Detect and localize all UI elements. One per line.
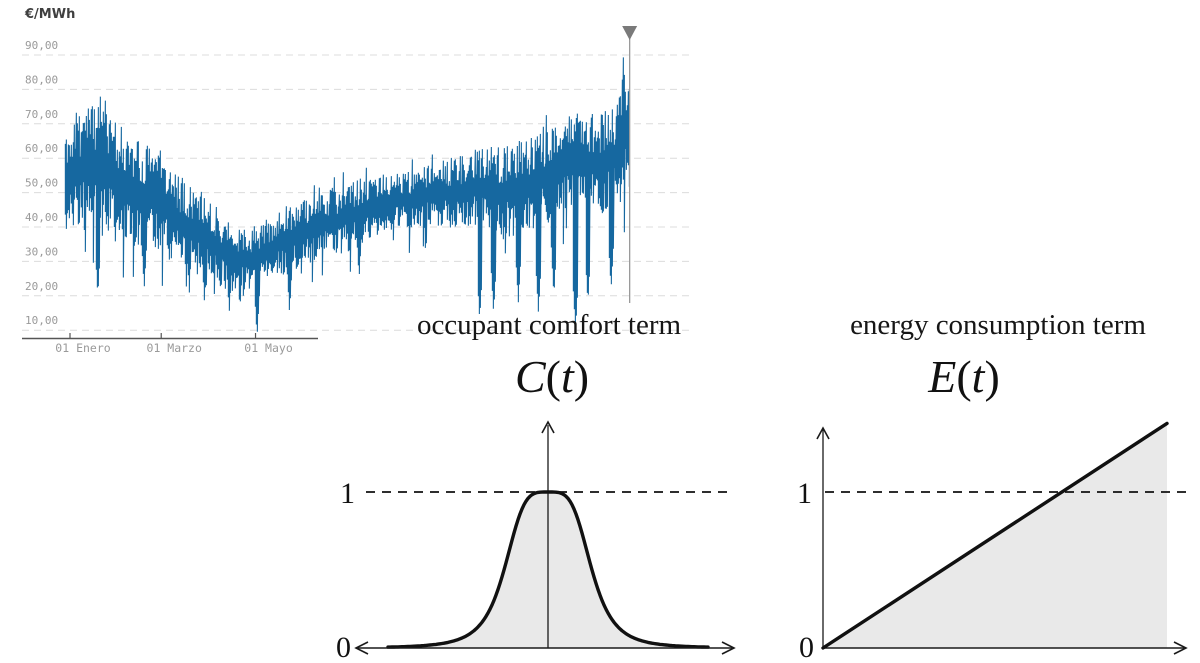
y-axis-tick-labels: 90,00 80,00 70,00 60,00 50,00 40,00 30,00 20,00…: [25, 39, 58, 327]
y-tick-label: 70,00: [25, 108, 58, 121]
price-series-line: [64, 57, 630, 332]
one-label: 1: [340, 477, 355, 510]
energy-formula-close-paren: ): [984, 351, 1000, 402]
y-axis-unit-label: €/MWh: [24, 7, 75, 22]
y-tick-label: 30,00: [25, 245, 58, 258]
comfort-formula-arg: t: [560, 351, 574, 402]
y-tick-label: 20,00: [25, 280, 58, 293]
ramp-line: [821, 421, 1169, 650]
y-axis-arrow: [541, 420, 555, 434]
comfort-formula-open-paren: (: [545, 351, 561, 402]
energy-formula-open-paren: (: [956, 351, 972, 402]
bell-curve: [386, 490, 710, 649]
electricity-price-chart: 90,00 80,00 70,00 60,00 50,00 40,00 30,00 20,00…: [22, 7, 690, 355]
comfort-formula-close-paren: ): [573, 351, 590, 402]
energy-formula-arg: t: [971, 351, 985, 402]
cursor-triangle-icon[interactable]: [622, 26, 638, 40]
x-axis: 01 Enero 01 Marzo 01 Mayo: [22, 333, 318, 355]
comfort-formula-fn: C: [514, 351, 546, 402]
y-tick-label: 80,00: [25, 73, 58, 86]
x-axis-right-arrow: [1173, 641, 1188, 655]
y-tick-label: 60,00: [25, 142, 58, 155]
x-tick-label: 01 Enero: [55, 341, 110, 355]
one-label: 1: [797, 477, 812, 510]
zero-label: 0: [336, 631, 351, 663]
y-tick-label: 50,00: [25, 177, 58, 190]
zero-label: 0: [799, 631, 814, 663]
comfort-formula: C(t): [452, 350, 652, 403]
comfort-function-plot: 1 0: [336, 420, 736, 663]
x-tick-label: 01 Marzo: [147, 341, 202, 355]
x-axis-right-arrow: [721, 641, 736, 655]
y-tick-label: 90,00: [25, 39, 58, 52]
y-axis-arrow: [816, 426, 830, 440]
energy-function-plot: 1 0: [797, 421, 1188, 663]
energy-heading: energy consumption term: [850, 309, 1146, 341]
y-tick-label: 10,00: [25, 314, 58, 327]
energy-formula: E(t): [864, 350, 1064, 403]
x-tick-label: 01 Mayo: [244, 341, 293, 355]
energy-formula-fn: E: [928, 351, 957, 402]
time-cursor-scrubber[interactable]: [622, 26, 638, 303]
x-axis-left-arrow: [354, 641, 369, 655]
y-tick-label: 40,00: [25, 211, 58, 224]
comfort-heading: occupant comfort term: [416, 309, 682, 341]
